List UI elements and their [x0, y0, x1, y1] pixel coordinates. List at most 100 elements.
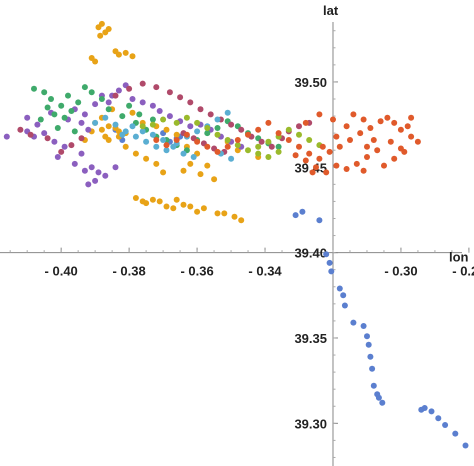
scatter-point	[452, 430, 459, 437]
scatter-point	[27, 131, 34, 138]
scatter-point	[88, 89, 95, 96]
scatter-point	[24, 114, 31, 121]
scatter-point	[397, 145, 404, 152]
scatter-point	[102, 114, 109, 121]
scatter-point	[316, 111, 323, 118]
scatter-point	[302, 157, 309, 164]
scatter-point	[105, 106, 112, 113]
scatter-point	[105, 123, 112, 130]
scatter-point	[296, 131, 302, 138]
scatter-point	[221, 210, 228, 217]
scatter-point	[360, 323, 367, 329]
scatter-point	[255, 143, 262, 150]
scatter-point	[143, 200, 150, 207]
scatter-point	[149, 102, 156, 109]
scatter-point	[364, 154, 370, 160]
scatter-point	[341, 302, 348, 309]
scatter-point	[139, 128, 146, 135]
scatter-point	[292, 212, 299, 219]
scatter-point	[163, 203, 170, 210]
scatter-point	[323, 251, 330, 258]
scatter-point	[88, 55, 95, 61]
scatter-point	[285, 137, 292, 143]
scatter-point	[328, 268, 335, 275]
scatter-point	[365, 341, 372, 348]
scatter-point	[370, 382, 377, 389]
x-axis-label: lon	[449, 250, 469, 265]
scatter-point	[285, 126, 292, 133]
scatter-point	[435, 415, 442, 422]
scatter-point	[367, 125, 374, 131]
scatter-point	[268, 143, 275, 150]
scatter-point	[336, 285, 343, 292]
scatter-point	[105, 26, 112, 32]
scatter-point	[347, 137, 353, 143]
scatter-point	[102, 172, 109, 179]
scatter-point	[34, 121, 41, 128]
scatter-point	[98, 96, 105, 102]
scatter-point	[3, 133, 10, 140]
scatter-point	[51, 138, 58, 145]
scatter-point	[180, 150, 187, 157]
scatter-point	[139, 123, 146, 130]
scatter-point	[316, 155, 323, 162]
scatter-point	[194, 128, 201, 135]
scatter-point	[98, 126, 105, 133]
scatter-point	[68, 142, 75, 149]
scatter-point	[71, 160, 78, 167]
scatter-point	[204, 130, 211, 137]
scatter-point	[353, 160, 360, 167]
scatter-point	[442, 422, 449, 428]
scatter-point	[170, 205, 177, 212]
scatter-point	[367, 353, 374, 360]
scatter-point	[78, 135, 85, 142]
scatter-point	[170, 143, 177, 150]
scatter-point	[292, 152, 299, 159]
scatter-point	[326, 148, 333, 155]
scatter-point	[126, 85, 133, 92]
scatter-point	[316, 217, 323, 224]
scatter-point	[197, 106, 204, 113]
x-tick-label: - 0.40	[45, 264, 78, 279]
scatter-point	[200, 205, 207, 212]
scatter-point	[143, 138, 150, 145]
scatter-point	[187, 123, 194, 130]
scatter-point	[115, 51, 122, 58]
scatter-point	[115, 87, 122, 94]
scatter-point	[375, 394, 382, 401]
scatter-point	[81, 111, 88, 118]
scatter-point	[180, 167, 187, 174]
scatter-point	[44, 104, 51, 111]
y-tick-label: 39.40	[294, 246, 327, 261]
scatter-point	[275, 130, 282, 137]
scatter-point	[180, 201, 187, 208]
scatter-point	[58, 102, 65, 109]
scatter-point	[166, 113, 173, 120]
scatter-point	[414, 138, 421, 145]
scatter-point	[173, 137, 180, 143]
scatter-point	[340, 292, 347, 299]
scatter-point	[462, 442, 469, 449]
scatter-point	[97, 32, 104, 39]
scatter-point	[234, 137, 241, 143]
x-tick-label: - 0.34	[248, 264, 282, 279]
scatter-point	[75, 99, 82, 106]
scatter-point	[31, 85, 37, 92]
scatter-point	[85, 181, 92, 188]
scatter-point	[194, 138, 201, 145]
scatter-point	[204, 143, 211, 150]
scatter-point	[166, 89, 173, 96]
scatter-point	[336, 143, 343, 150]
scatter-point	[85, 126, 92, 133]
scatter-point	[214, 210, 221, 217]
scatter-point	[37, 116, 44, 123]
scatter-point	[299, 208, 306, 215]
scatter-point	[65, 92, 71, 99]
scatter-point	[92, 177, 99, 184]
scatter-point	[377, 118, 384, 125]
scatter-point	[149, 121, 156, 128]
scatter-point	[197, 171, 204, 178]
scatter-point	[379, 399, 386, 406]
scatter-point	[136, 111, 143, 118]
scatter-point	[187, 160, 194, 167]
